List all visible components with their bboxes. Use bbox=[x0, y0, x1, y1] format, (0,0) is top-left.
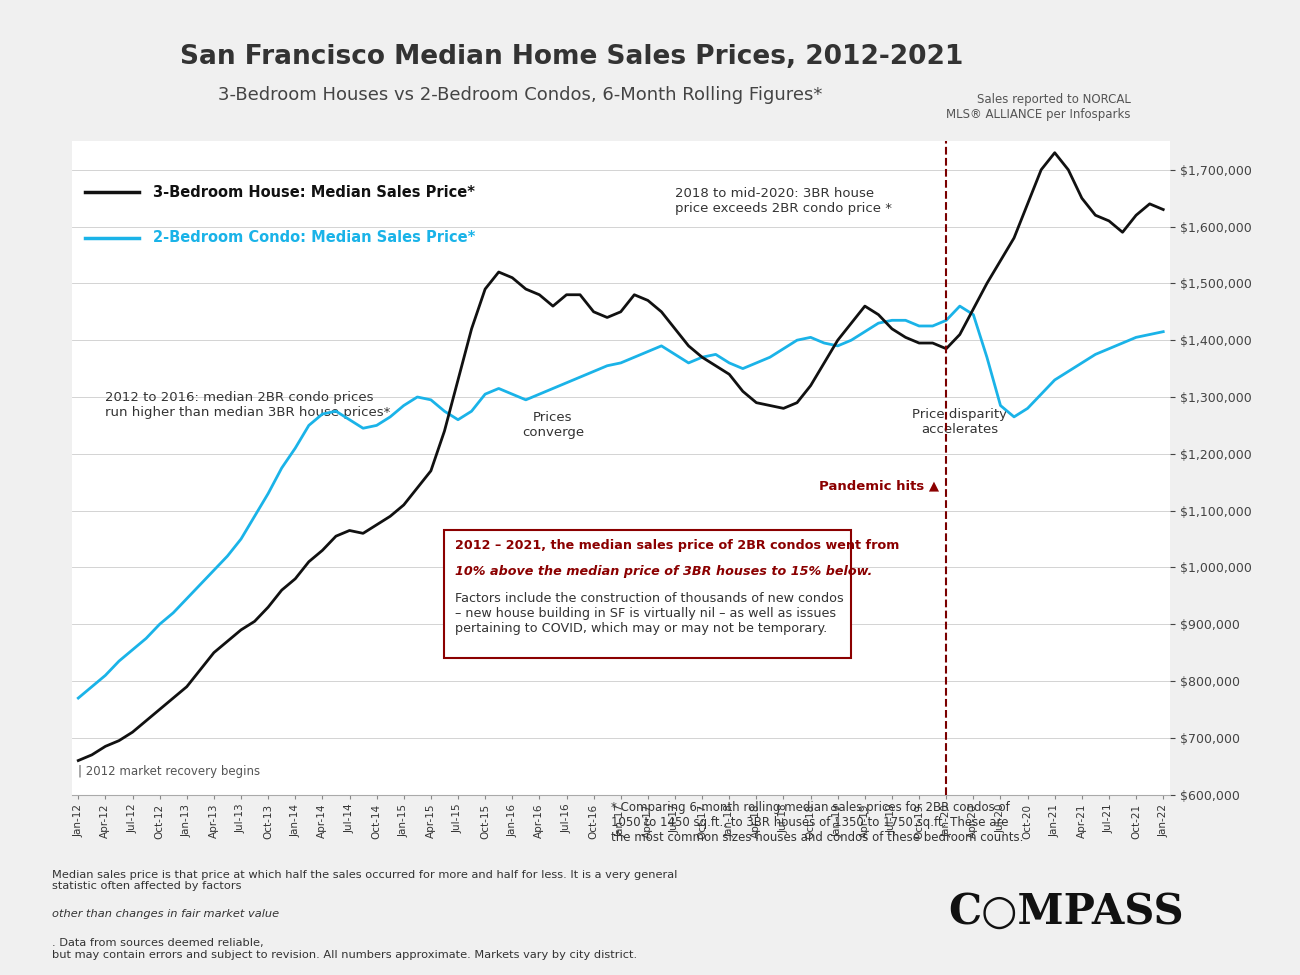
Text: Prices
converge: Prices converge bbox=[521, 411, 584, 439]
Text: 2-Bedroom Condo: Median Sales Price*: 2-Bedroom Condo: Median Sales Price* bbox=[153, 230, 476, 246]
Text: Median sales price is that price at which half the sales occurred for more and h: Median sales price is that price at whic… bbox=[52, 870, 677, 891]
Text: Sales reported to NORCAL
MLS® ALLIANCE per Infosparks: Sales reported to NORCAL MLS® ALLIANCE p… bbox=[946, 93, 1131, 121]
Text: 2018 to mid-2020: 3BR house
price exceeds 2BR condo price *: 2018 to mid-2020: 3BR house price exceed… bbox=[675, 187, 892, 214]
FancyBboxPatch shape bbox=[445, 530, 852, 658]
Text: 2012 to 2016: median 2BR condo prices
run higher than median 3BR house prices*: 2012 to 2016: median 2BR condo prices ru… bbox=[105, 391, 391, 419]
Text: 3-Bedroom House: Median Sales Price*: 3-Bedroom House: Median Sales Price* bbox=[153, 185, 474, 200]
Text: 2012 – 2021, the median sales price of 2BR condos went from: 2012 – 2021, the median sales price of 2… bbox=[455, 539, 900, 552]
Text: San Francisco Median Home Sales Prices, 2012-2021: San Francisco Median Home Sales Prices, … bbox=[181, 44, 963, 70]
Text: | 2012 market recovery begins: | 2012 market recovery begins bbox=[78, 764, 260, 778]
Text: C○MPASS: C○MPASS bbox=[948, 890, 1184, 933]
Text: 3-Bedroom Houses vs 2-Bedroom Condos, 6-Month Rolling Figures*: 3-Bedroom Houses vs 2-Bedroom Condos, 6-… bbox=[218, 86, 822, 103]
Text: 10% above the median price of 3BR houses to 15% below.: 10% above the median price of 3BR houses… bbox=[455, 565, 872, 577]
Text: Factors include the construction of thousands of new condos
– new house building: Factors include the construction of thou… bbox=[455, 592, 844, 635]
Text: . Data from sources deemed reliable,
but may contain errors and subject to revis: . Data from sources deemed reliable, but… bbox=[52, 938, 637, 959]
Text: * Comparing 6-month rolling median sales prices for 2BR condos of
1050 to 1450 s: * Comparing 6-month rolling median sales… bbox=[611, 801, 1023, 844]
Text: other than changes in fair market value: other than changes in fair market value bbox=[52, 909, 280, 918]
Text: Pandemic hits ▲: Pandemic hits ▲ bbox=[819, 480, 940, 492]
Text: Price disparity
accelerates: Price disparity accelerates bbox=[913, 409, 1008, 437]
